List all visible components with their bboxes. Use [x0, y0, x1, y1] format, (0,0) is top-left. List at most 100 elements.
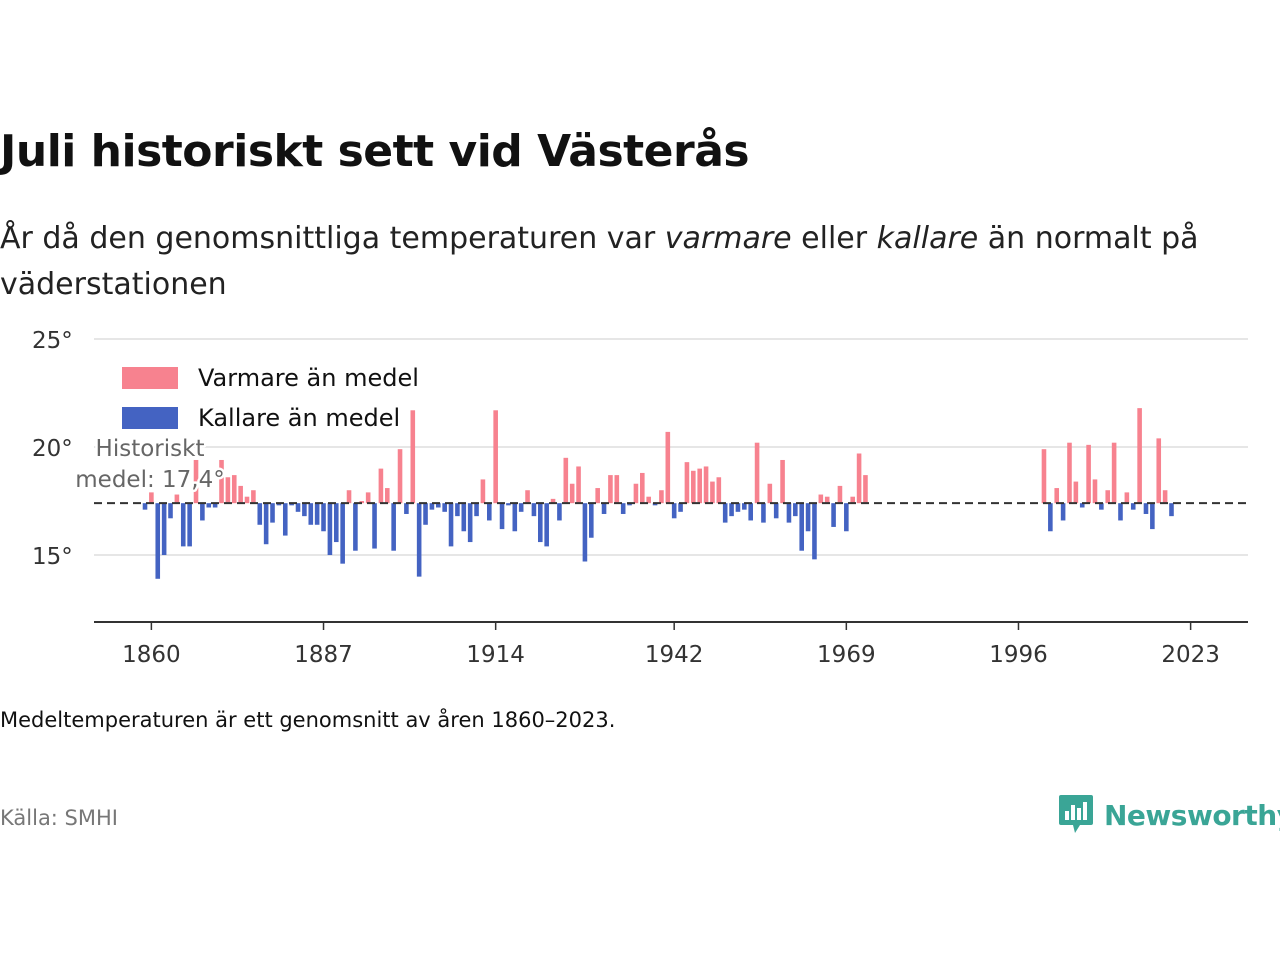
bar-1903 [423, 503, 428, 525]
bar-1929 [589, 503, 594, 538]
bar-1896 [378, 468, 384, 504]
bar-1892 [353, 503, 358, 551]
bar-1887 [321, 503, 326, 532]
bar-1925 [563, 457, 569, 504]
bar-1935 [627, 503, 632, 506]
legend-swatch-kallare-n-medel [122, 407, 178, 429]
subtitle-cold-word: kallare [876, 221, 979, 256]
bar-1910 [467, 503, 473, 543]
bar-1904 [429, 503, 435, 510]
bar-1869 [206, 503, 212, 508]
bar-1921 [538, 503, 543, 543]
bar-1942 [671, 503, 677, 519]
chart-title: Juli historiskt sett vid Västerås [0, 126, 750, 177]
bar-2005 [1073, 481, 1079, 504]
bar-1940 [659, 490, 664, 504]
legend-swatch-varmare-n-medel [122, 367, 178, 389]
bar-1874 [238, 485, 243, 504]
bar-2015 [1137, 408, 1142, 504]
bar-1971 [856, 453, 862, 504]
bar-1936 [633, 483, 639, 504]
bar-1930 [595, 488, 600, 504]
bar-1934 [620, 503, 626, 514]
bar-1912 [480, 479, 486, 504]
bar-1891 [346, 490, 352, 504]
bar-1928 [582, 503, 588, 562]
y-tick-label-25: 25° [32, 328, 73, 354]
bar-1954 [748, 503, 753, 521]
bar-1893 [359, 501, 365, 504]
bar-1919 [525, 490, 530, 504]
bar-1860 [149, 492, 154, 504]
bar-1876 [251, 490, 256, 504]
bar-1885 [308, 503, 314, 525]
historical-mean-label: Historiskt medel: 17,4° [73, 434, 227, 496]
bar-1937 [640, 472, 645, 504]
bar-1890 [340, 503, 345, 564]
bar-1901 [410, 410, 416, 504]
bar-1961 [793, 503, 798, 517]
brand-logo: Newsworthy [1058, 790, 1280, 840]
bar-1960 [786, 503, 792, 523]
bar-1897 [384, 488, 390, 504]
bar-1882 [289, 503, 294, 506]
bar-1943 [678, 503, 683, 512]
bar-1875 [244, 496, 250, 504]
bar-1905 [435, 503, 441, 508]
bar-1884 [302, 503, 307, 517]
bar-1927 [576, 466, 581, 504]
subtitle-warm-word: varmare [664, 221, 792, 256]
bar-1950 [722, 503, 728, 523]
bar-2017 [1150, 503, 1155, 530]
bar-1917 [512, 503, 518, 532]
footnote: Medeltemperaturen är ett genomsnitt av å… [0, 708, 616, 732]
bar-1911 [474, 503, 479, 517]
bar-1873 [231, 475, 237, 504]
bar-1938 [646, 496, 651, 504]
bar-1953 [742, 503, 747, 510]
x-tick-label-2023: 2023 [1161, 642, 1220, 668]
bar-1952 [735, 503, 741, 512]
x-tick-label-1887: 1887 [294, 642, 353, 668]
bar-1918 [518, 503, 524, 512]
legend-label-varmare-n-medel: Varmare än medel [198, 364, 419, 392]
subtitle-text: År då den genomsnittliga temperaturen va… [0, 221, 665, 256]
bar-1958 [773, 503, 779, 519]
bar-1902 [416, 503, 422, 577]
subtitle-text-middle: eller [791, 221, 877, 256]
bar-2001 [1048, 503, 1053, 532]
y-tick-label-20: 20° [32, 436, 73, 462]
chart-legend: Varmare än medel Kallare än medel [122, 364, 419, 432]
bar-1888 [327, 503, 333, 556]
bar-1955 [754, 442, 760, 504]
bar-1920 [531, 503, 537, 517]
x-tick-label-1942: 1942 [645, 642, 704, 668]
bar-1908 [455, 503, 460, 517]
bar-1915 [499, 503, 505, 530]
bar-2007 [1086, 444, 1091, 504]
chart-subtitle: År då den genomsnittliga temperaturen va… [0, 216, 1230, 308]
bar-1964 [812, 503, 817, 560]
bar-1939 [652, 503, 658, 506]
bar-1967 [831, 503, 836, 527]
bar-1951 [729, 503, 734, 517]
x-tick-label-1996: 1996 [989, 642, 1048, 668]
bar-1899 [397, 449, 403, 504]
bar-1959 [780, 459, 785, 504]
bar-1872 [225, 477, 231, 504]
y-tick-label-15: 15° [32, 544, 73, 570]
bar-1924 [557, 503, 562, 521]
bar-1895 [372, 503, 377, 549]
bar-1870 [212, 503, 218, 508]
bar-2000 [1041, 449, 1047, 504]
bar-1886 [314, 503, 320, 525]
bar-1864 [174, 494, 180, 504]
bar-2002 [1054, 488, 1060, 504]
temperature-bar-chart: 15° 20° 25° Historiskt medel: 17,4° 1860 188… [32, 328, 1248, 668]
bars [142, 408, 1174, 579]
bar-1877 [257, 503, 263, 525]
brand-name: Newsworthy [1104, 798, 1280, 832]
bar-1916 [506, 503, 511, 506]
bar-2014 [1130, 503, 1136, 510]
bar-1868 [200, 503, 205, 521]
